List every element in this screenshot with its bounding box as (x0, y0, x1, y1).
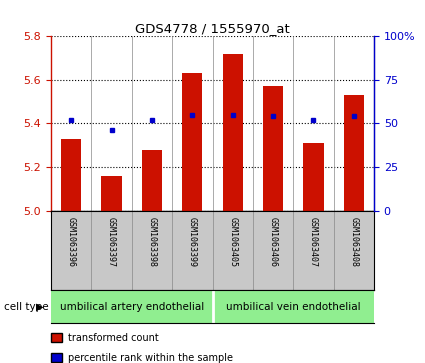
Bar (263, 86, 283, 211)
Text: GSM1063399: GSM1063399 (188, 217, 197, 267)
Text: GSM1063396: GSM1063396 (67, 217, 76, 267)
Text: GSM1063398: GSM1063398 (147, 217, 156, 267)
Bar (303, 143, 323, 211)
Bar (142, 150, 162, 211)
Bar (61, 139, 81, 211)
Text: GSM1063406: GSM1063406 (269, 217, 278, 267)
Bar (344, 95, 364, 211)
Text: GSM1063405: GSM1063405 (228, 217, 237, 267)
Text: transformed count: transformed count (68, 333, 159, 343)
Text: ▶: ▶ (36, 302, 44, 312)
Text: cell type: cell type (4, 302, 49, 312)
Title: GDS4778 / 1555970_at: GDS4778 / 1555970_at (135, 22, 290, 35)
Text: umbilical artery endothelial: umbilical artery endothelial (60, 302, 204, 312)
Text: umbilical vein endothelial: umbilical vein endothelial (226, 302, 360, 312)
Bar (182, 73, 202, 211)
Text: percentile rank within the sample: percentile rank within the sample (68, 352, 233, 363)
Bar (102, 176, 122, 211)
Text: GSM1063397: GSM1063397 (107, 217, 116, 267)
Text: GSM1063408: GSM1063408 (349, 217, 358, 267)
Bar (223, 54, 243, 211)
Text: GSM1063407: GSM1063407 (309, 217, 318, 267)
